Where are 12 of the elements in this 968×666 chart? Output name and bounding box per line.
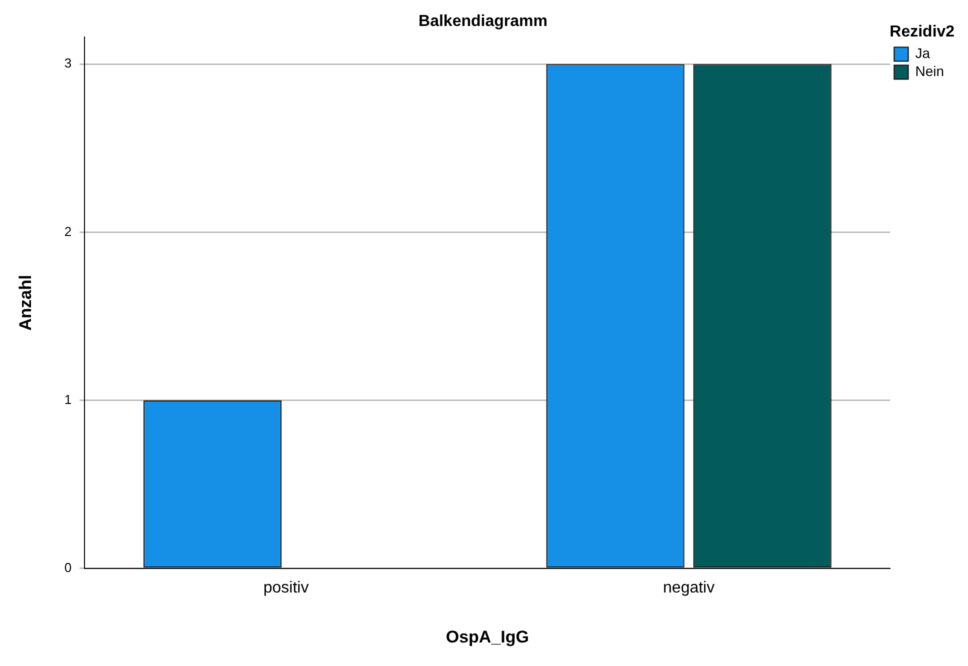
legend-title: Rezidiv2 <box>890 23 955 40</box>
y-tick-label: 2 <box>64 224 72 239</box>
x-axis-title: OspA_IgG <box>446 627 529 646</box>
x-tick-label: positiv <box>263 579 309 596</box>
chart-title: Balkendiagramm <box>418 13 548 30</box>
y-tick-label: 1 <box>64 392 72 407</box>
legend-label: Ja <box>915 45 930 62</box>
x-tick-label: negativ <box>663 579 715 596</box>
y-tick-label: 3 <box>64 56 72 71</box>
y-tick-label: 0 <box>64 560 72 575</box>
y-axis-title: Anzahl <box>16 274 35 331</box>
legend-label: Nein <box>915 63 944 80</box>
